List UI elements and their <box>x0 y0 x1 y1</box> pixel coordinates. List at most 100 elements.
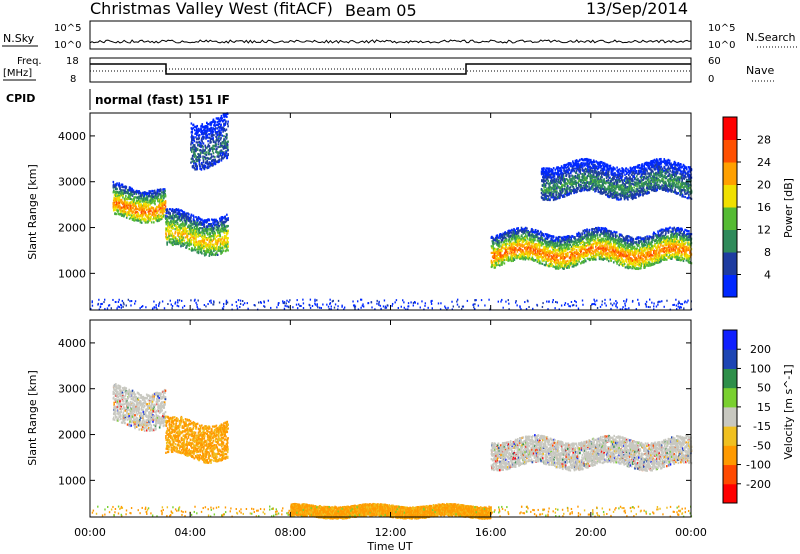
scatter-cell <box>112 199 115 202</box>
scatter-cell <box>183 233 185 236</box>
scatter-cell <box>195 243 198 247</box>
nsky-tick-top: 10^5 <box>54 23 81 34</box>
scatter-cell <box>114 198 117 201</box>
scatter-cell <box>123 204 126 207</box>
scatter-cell <box>147 208 150 211</box>
scatter-cell <box>501 261 504 264</box>
scatter-cell <box>225 151 228 154</box>
scatter-cell <box>148 193 151 196</box>
scatter-cell <box>201 229 204 232</box>
scatter-cell <box>190 227 193 230</box>
nave-trace <box>90 68 691 72</box>
scatter-cell <box>115 194 118 197</box>
scatter-cell <box>153 221 155 224</box>
scatter-cell <box>194 244 196 247</box>
scatter-cell <box>155 196 158 199</box>
scatter-cell <box>153 210 156 213</box>
scatter-cell <box>155 208 158 211</box>
scatter-cell <box>204 220 207 223</box>
scatter-cell <box>186 240 189 244</box>
scatter-cell <box>119 208 122 211</box>
scatter-cell <box>624 244 627 247</box>
scatter-cell <box>568 247 570 250</box>
scatter-cell <box>592 247 594 250</box>
scatter-cell <box>214 253 217 257</box>
scatter-cell <box>541 241 544 244</box>
scatter-cell <box>187 212 189 215</box>
scatter-cell <box>159 203 162 206</box>
scatter-cell <box>214 120 216 123</box>
scatter-cell <box>226 136 228 139</box>
scatter-cell <box>193 219 196 223</box>
scatter-cell <box>581 233 584 236</box>
scatter-cell <box>192 229 195 232</box>
scatter-cell <box>550 235 553 238</box>
scatter-cell <box>197 244 200 247</box>
scatter-cell <box>129 186 132 189</box>
scatter-cell <box>183 224 186 228</box>
scatter-cell <box>135 199 138 202</box>
scatter-cell <box>130 204 132 208</box>
scatter-cell <box>161 216 163 219</box>
scatter-cell <box>213 219 216 222</box>
scatter-cell <box>117 203 119 207</box>
scatter-cell <box>143 200 146 203</box>
scatter-cell <box>137 218 139 221</box>
scatter-cell <box>199 233 201 237</box>
scatter-cell <box>151 195 153 198</box>
scatter-cell <box>204 156 207 160</box>
scatter-cell <box>213 140 215 143</box>
scatter-cell <box>144 197 147 201</box>
scatter-cell <box>186 230 189 233</box>
scatter-cell <box>213 134 215 137</box>
scatter-cell <box>129 203 132 206</box>
scatter-cell <box>213 232 216 235</box>
scatter-cell <box>166 226 169 230</box>
scatter-cell <box>140 211 143 214</box>
scatter-cell <box>179 223 182 226</box>
scatter-cell <box>227 217 229 220</box>
scatter-cell <box>193 243 195 247</box>
scatter-cell <box>157 199 159 202</box>
scatter-cell <box>129 192 131 196</box>
scatter-cell <box>211 251 214 254</box>
scatter-cell <box>208 153 211 156</box>
scatter-cell <box>178 212 180 216</box>
scatter-cell <box>130 206 133 210</box>
scatter-cell <box>115 187 118 191</box>
scatter-cell <box>609 254 611 257</box>
scatter-cell <box>135 215 138 218</box>
plot-title: Christmas Valley West (fitACF) <box>90 0 333 18</box>
scatter-cell <box>115 213 118 216</box>
scatter-cell <box>191 141 194 145</box>
scatter-cell <box>153 209 155 212</box>
scatter-cell <box>205 221 208 224</box>
scatter-cell <box>212 238 214 242</box>
scatter-cell <box>173 242 176 246</box>
scatter-cell <box>162 206 164 209</box>
scatter-cell <box>148 199 151 203</box>
scatter-cell <box>137 212 140 216</box>
scatter-cell <box>114 208 116 211</box>
scatter-cell <box>195 234 198 237</box>
scatter-cell <box>227 140 229 143</box>
scatter-cell <box>207 218 209 221</box>
scatter-cell <box>147 203 150 207</box>
scatter-cell <box>153 191 156 195</box>
scatter-cell <box>209 236 212 239</box>
scatter-cell <box>157 192 159 195</box>
scatter-cell <box>133 208 136 211</box>
scatter-cell <box>181 210 184 213</box>
scatter-cell <box>170 229 173 232</box>
scatter-cell <box>193 222 196 225</box>
scatter-cell <box>118 190 121 193</box>
scatter-cell <box>200 142 202 145</box>
scatter-cell <box>612 234 615 238</box>
scatter-cell <box>199 241 202 244</box>
scatter-cell <box>179 240 181 243</box>
scatter-cell <box>213 246 215 249</box>
scatter-cell <box>210 227 212 231</box>
scatter-cell <box>554 238 557 241</box>
scatter-cell <box>206 220 209 223</box>
